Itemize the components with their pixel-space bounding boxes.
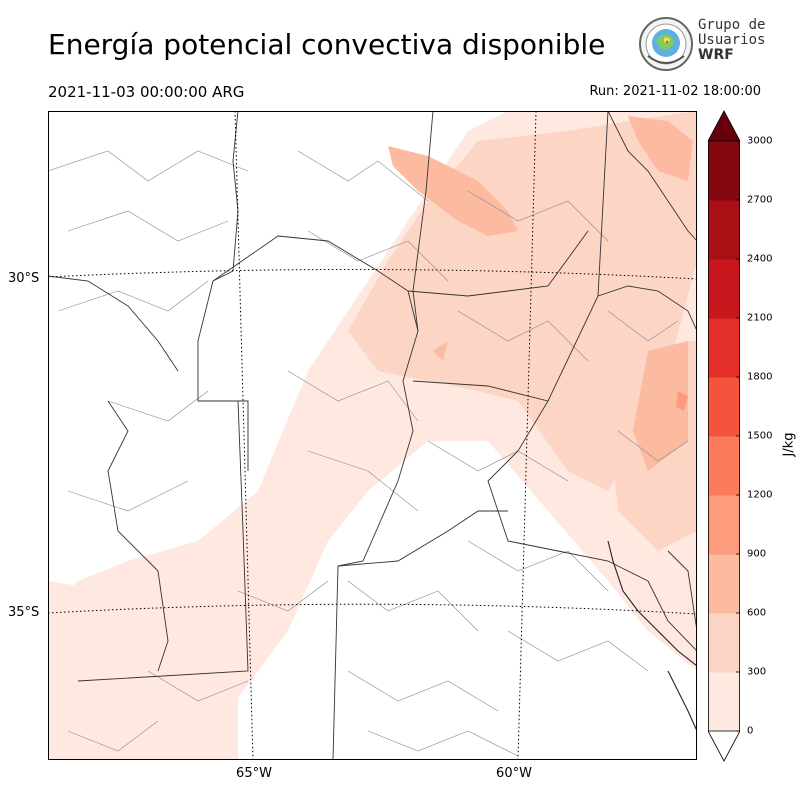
colorbar-tick-label: 300 [747, 666, 767, 678]
logo-line-3: WRF [698, 47, 734, 63]
colorbar-tick-label: 1800 [747, 371, 773, 383]
cape-map [48, 111, 697, 760]
colorbar-segment [708, 554, 740, 614]
colorbar-tick-label: 2700 [747, 194, 773, 206]
run-time: Run: 2021-11-02 18:00:00 [589, 84, 761, 99]
colorbar-segment [708, 318, 740, 378]
colorbar-under-triangle [708, 730, 740, 762]
logo-line-2: Usuarios [698, 32, 766, 48]
cape-shading [48, 111, 697, 760]
colorbar-segment [708, 259, 740, 319]
colorbar-tick-label: 0 [747, 725, 754, 737]
department-boundaries [48, 150, 689, 757]
lat-label-30s: 30°S [8, 271, 40, 286]
map-frame [48, 111, 697, 760]
province-boundaries [48, 111, 697, 760]
lon-label-65w: 65°W [236, 766, 272, 781]
colorbar-tick-label: 900 [747, 548, 767, 560]
colorbar-segment [708, 200, 740, 260]
wrf-logo: Grupo de Usuarios WRF [638, 14, 768, 74]
valid-time: 2021-11-03 00:00:00 ARG [48, 83, 245, 101]
colorbar-segment [708, 613, 740, 673]
colorbar-unit-label: J/kg [781, 432, 797, 457]
map-title: Energía potencial convectiva disponible [48, 28, 606, 61]
colorbar-segment [708, 672, 740, 732]
lat-label-35s: 35°S [8, 605, 40, 620]
colorbar [708, 110, 740, 762]
colorbar-segment [708, 495, 740, 555]
coastline [607, 540, 697, 732]
colorbar-tick-label: 1200 [747, 489, 773, 501]
colorbar-tick-label: 2100 [747, 312, 773, 324]
colorbar-over-triangle [708, 110, 740, 142]
colorbar-segment [708, 436, 740, 496]
colorbar-tick-label: 1500 [747, 430, 773, 442]
colorbar-segment [708, 377, 740, 437]
map-canvas [48, 111, 697, 760]
graticule [48, 111, 697, 760]
globe-seal-icon [639, 17, 693, 71]
logo-line-1: Grupo de [698, 17, 766, 33]
colorbar-segment [708, 141, 740, 201]
colorbar-tick-label: 600 [747, 607, 767, 619]
colorbar-tick-label: 2400 [747, 253, 773, 265]
colorbar-tick-label: 3000 [747, 135, 773, 147]
lon-label-60w: 60°W [496, 766, 532, 781]
